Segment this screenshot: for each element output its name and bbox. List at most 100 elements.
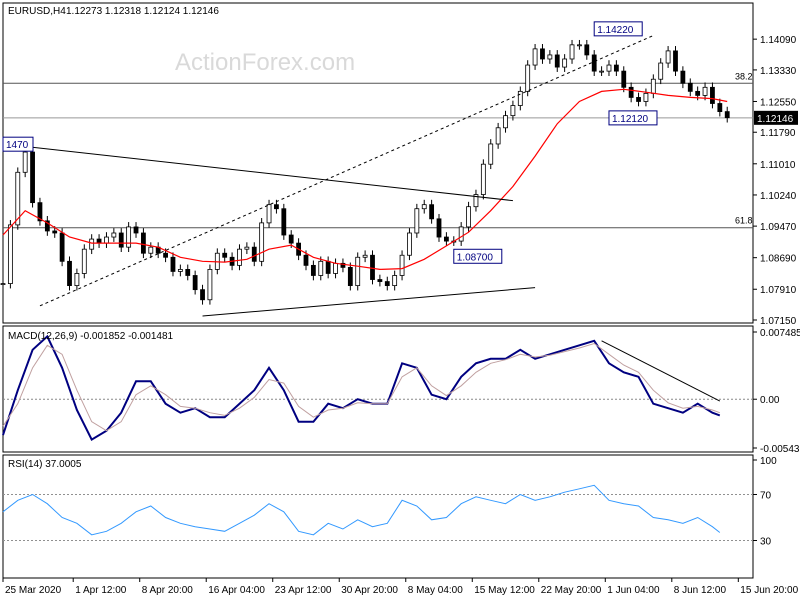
price-panel-frame xyxy=(2,2,754,324)
x-tick-label: 15 May 12:00 xyxy=(474,585,535,596)
x-tick-label: 15 Jun 20:00 xyxy=(740,585,798,596)
macd-line xyxy=(2,334,721,442)
candle-body xyxy=(414,208,420,234)
candle-body xyxy=(74,273,80,287)
price-ytick-label: 1.07150 xyxy=(760,316,797,327)
x-tick-label: 22 May 20:00 xyxy=(541,585,602,596)
price-panel: 1.14090 1.13330 1.12550 1.11790 1.11010 1.102… xyxy=(0,21,798,327)
candle-body xyxy=(185,269,191,276)
candle-body xyxy=(7,224,13,284)
candle-body xyxy=(702,86,708,96)
trendline xyxy=(39,35,654,307)
candle-body xyxy=(650,78,656,94)
x-tick-label: 8 Jun 12:00 xyxy=(674,585,727,596)
candle-body xyxy=(628,86,634,98)
candle-body xyxy=(407,232,412,256)
candle-body xyxy=(133,226,139,234)
candle-body xyxy=(724,111,730,119)
candle-body xyxy=(384,281,390,287)
current-price-label: 1.12146 xyxy=(757,114,794,125)
candle-body xyxy=(517,90,523,106)
candle-body xyxy=(207,269,213,301)
candle-body xyxy=(44,220,50,232)
candle-body xyxy=(81,248,87,274)
candle-body xyxy=(399,254,405,276)
candle-body xyxy=(274,204,279,210)
price-ytick-label: 1.13330 xyxy=(760,66,797,77)
fib-level-label: 61.8 xyxy=(735,216,753,226)
candle-body xyxy=(318,260,324,276)
rsi-panel: 100 70 30 xyxy=(2,456,777,548)
candle-body xyxy=(200,289,205,301)
candle-body xyxy=(192,275,198,291)
rsi-ytick-label: 30 xyxy=(760,537,772,548)
candle-body xyxy=(355,256,361,287)
candle-body xyxy=(473,194,479,208)
candle-body xyxy=(665,50,671,64)
candle-body xyxy=(503,115,508,129)
candle-body xyxy=(495,127,501,145)
price-ytick-label: 1.07910 xyxy=(760,285,797,296)
candle-body xyxy=(554,54,560,68)
candle-body xyxy=(340,262,346,268)
rsi-panel-frame xyxy=(2,454,754,579)
fib-level-label: 38.2 xyxy=(735,71,753,81)
candle-body xyxy=(636,97,641,102)
price-ytick-label: 1.12550 xyxy=(760,97,797,108)
candle-body xyxy=(525,64,531,92)
signal-line xyxy=(2,342,720,432)
candle-body xyxy=(392,275,398,287)
candle-body xyxy=(362,254,368,258)
price-annotation-box xyxy=(453,248,503,264)
price-annotation-text: 1.08700 xyxy=(457,252,494,263)
candle-body xyxy=(710,86,715,104)
x-tick-label: 8 Apr 20:00 xyxy=(142,585,194,596)
current-price-box xyxy=(754,110,798,125)
macd-ytick-label: 0.007485 xyxy=(760,328,800,339)
candle-body xyxy=(458,226,464,242)
candle-body xyxy=(325,260,331,274)
candle-body xyxy=(606,64,612,72)
candle-body xyxy=(532,48,538,66)
candle-body xyxy=(266,204,272,224)
price-annotation-box xyxy=(608,110,658,126)
candle-body xyxy=(15,171,21,226)
symbol-label: EURUSD,H4 xyxy=(8,6,66,17)
candle-body xyxy=(177,269,183,272)
price-ytick-label: 1.09470 xyxy=(760,222,797,233)
candle-body xyxy=(30,151,35,204)
rsi-ytick-label: 70 xyxy=(760,491,772,502)
candle-body xyxy=(547,54,553,60)
candle-body xyxy=(52,230,58,234)
candle-body xyxy=(621,70,627,88)
macd-title: MACD(12,26,9) -0.001852 -0.001481 xyxy=(8,331,174,342)
candle-body xyxy=(104,236,109,244)
candle-body xyxy=(251,246,257,262)
candle-body xyxy=(288,234,294,244)
rsi-title: RSI(14) 37.0005 xyxy=(8,459,82,470)
x-tick-label: 25 Mar 2020 xyxy=(5,585,62,596)
price-annotation-text: 1.12120 xyxy=(612,114,649,125)
price-ytick-label: 1.14090 xyxy=(760,35,797,46)
candle-body xyxy=(148,246,154,254)
candle-body xyxy=(510,105,516,117)
ohlc-label: 1.12273 1.12318 1.12124 1.12146 xyxy=(66,6,219,17)
trendline xyxy=(202,287,536,317)
candle-body xyxy=(67,260,72,287)
candle-body xyxy=(333,262,338,274)
candle-body xyxy=(466,206,471,228)
candle-body xyxy=(22,151,28,173)
price-annotation-box xyxy=(2,136,34,152)
price-annotation-text: 1470 xyxy=(6,140,29,151)
price-annotation-text: 1.14220 xyxy=(597,25,634,36)
candle-body xyxy=(717,103,723,112)
x-tick-label: 23 Apr 12:00 xyxy=(275,585,332,596)
price-annotation-box xyxy=(593,21,643,37)
macd-ytick-label: 0.00 xyxy=(760,395,780,406)
candle-body xyxy=(222,252,228,258)
candle-body xyxy=(584,44,590,56)
candle-body xyxy=(59,232,65,262)
candle-body xyxy=(658,62,664,80)
